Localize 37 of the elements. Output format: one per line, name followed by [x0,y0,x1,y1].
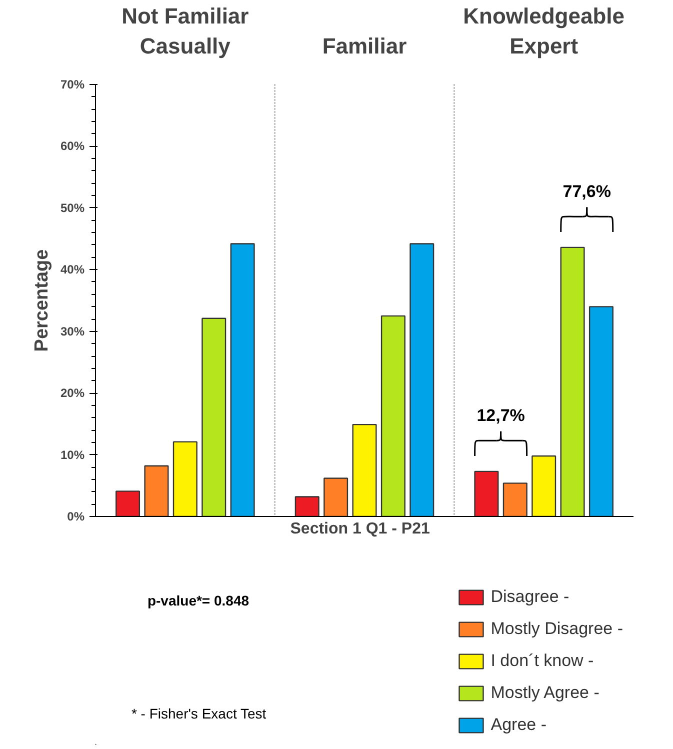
y-tick-label: 20% [60,386,85,400]
bar [172,441,198,516]
bar [474,470,499,516]
bar [202,318,226,516]
text: * - Fisher's Exact Test [131,706,266,722]
x-tick-label: Knowledgeable Expert [463,4,625,58]
annotation: 77,6% [562,182,611,202]
legend-label: Agree - [490,715,546,735]
bar [324,478,348,516]
legend-label: Mostly Disagree - [490,619,623,639]
legend-label: I don´t know - [490,651,594,671]
bar [116,490,140,516]
bar [560,246,585,516]
bar [352,424,377,516]
bar [502,482,528,516]
legend-label: Disagree - [490,587,570,607]
x-tick-label: Familiar [322,34,408,58]
bar [410,243,434,516]
bar [294,496,320,516]
annotation: 12,7% [476,406,525,426]
bar [532,455,556,516]
y-tick-label: 60% [60,139,85,154]
bar [230,243,255,516]
y-tick-label: 40% [60,262,85,277]
bar [144,465,169,516]
x-tick-label: Not Familiar Casually [122,4,250,58]
y-tick-label: 30% [60,324,85,338]
x-axis-title: Section 1 Q1 - P21 [290,520,430,538]
text: p-value*= 0.848 [147,592,250,608]
y-tick-label: 10% [60,448,85,462]
bar [588,306,614,516]
y-tick-label: 0% [67,510,85,524]
y-tick-label: 50% [60,200,85,215]
y-axis-title: Percentage [31,249,52,352]
legend-label: Mostly Agree - [490,683,600,703]
y-tick-label: 70% [60,78,85,92]
bar [380,315,406,516]
